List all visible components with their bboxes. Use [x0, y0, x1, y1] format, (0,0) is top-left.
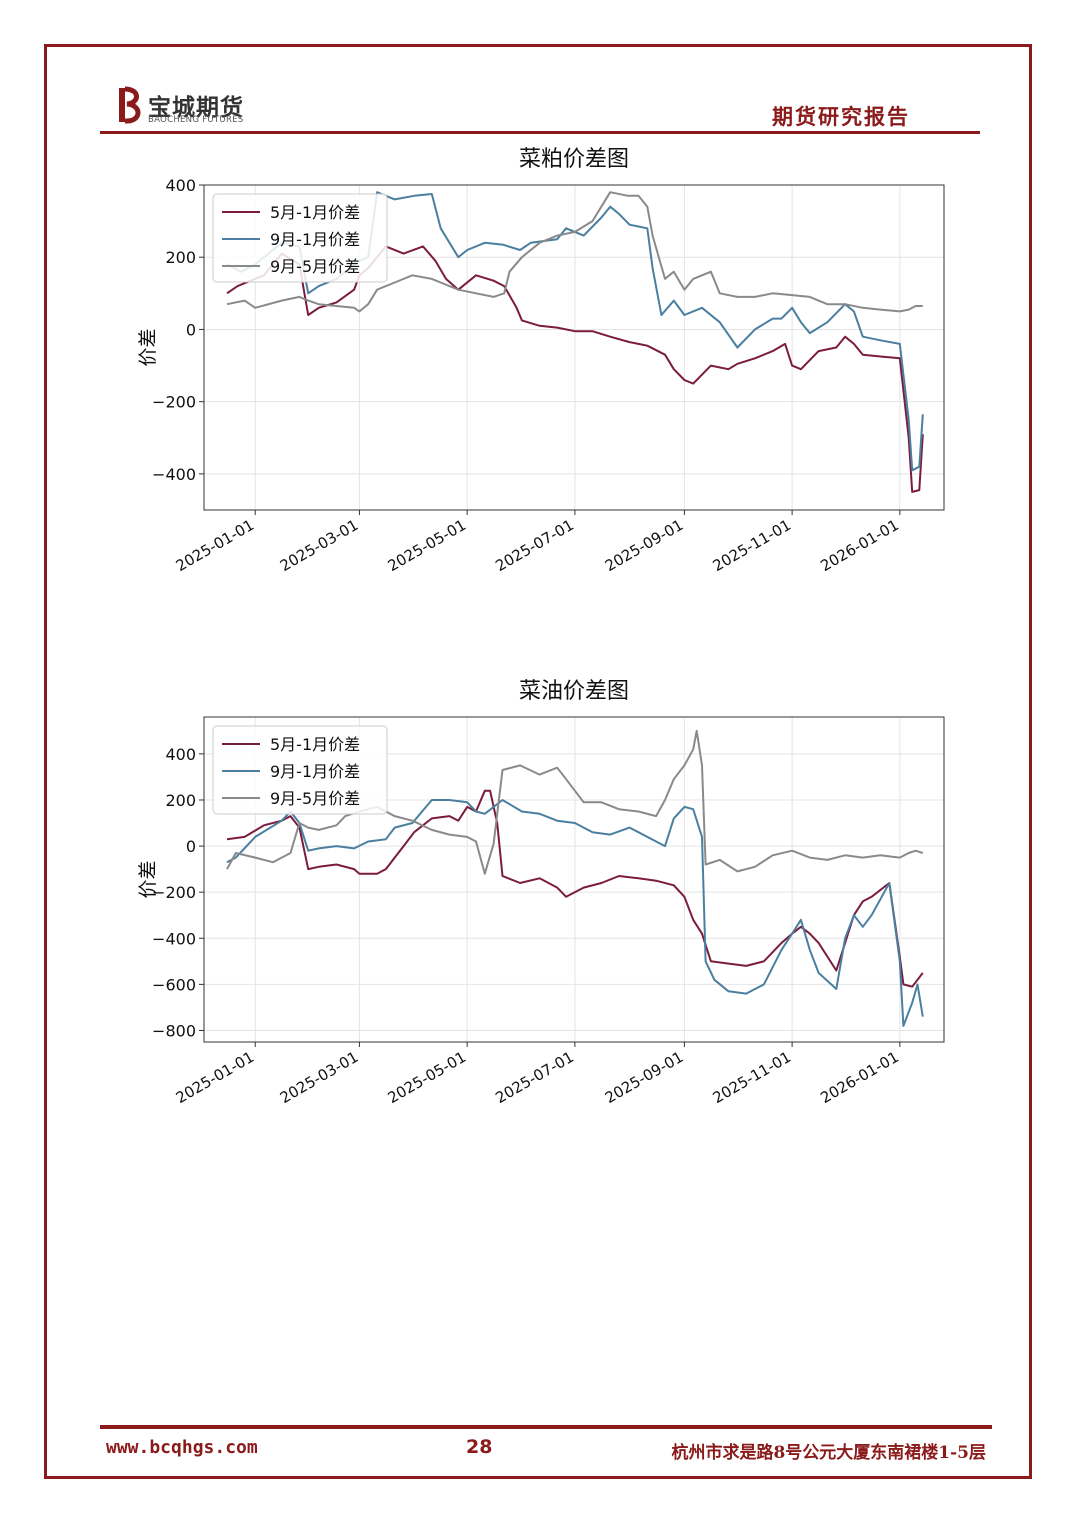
plot-frame — [203, 716, 945, 1043]
company-logo: 宝城期货 BAOCHENG FUTURES — [118, 86, 258, 130]
rapeseed-oil-spread-chart: 菜油价差图 −800 −600 −400 −200 0 200 400 2025-01-01 20… — [137, 679, 945, 1107]
y-tick-label: −800 — [152, 1021, 196, 1040]
legend-label-2: 9月-1月价差 — [270, 230, 360, 249]
chart-title: 菜粕价差图 — [519, 147, 629, 172]
x-tick-label: 2025-07-01 — [492, 1048, 577, 1107]
chart-legend: 5月-1月价差 9月-1月价差 9月-5月价差 — [212, 725, 388, 815]
rapeseed-meal-spread-chart: 菜粕价差图 −400 −200 0 200 400 2025-01-01 2025-03-01… — [137, 147, 945, 575]
footer-website-link[interactable]: www.bcqhgs.com — [106, 1437, 258, 1458]
legend-label-1: 5月-1月价差 — [270, 735, 360, 754]
x-tick-label: 2025-03-01 — [277, 1048, 362, 1107]
logo-text-cn: 宝城期货 — [148, 94, 244, 121]
x-tick-label: 2025-09-01 — [602, 1048, 687, 1107]
y-tick-label: 400 — [165, 745, 196, 764]
y-axis-label: 价差 — [137, 860, 159, 898]
x-tick-label: 2025-01-01 — [173, 516, 258, 575]
footer-divider — [100, 1425, 992, 1429]
legend-box — [212, 725, 388, 815]
x-tick-label: 2025-03-01 — [277, 516, 362, 575]
y-tick-label: −600 — [152, 975, 196, 994]
x-tick-label: 2025-01-01 — [173, 1048, 258, 1107]
baocheng-logo-icon — [119, 86, 141, 124]
y-tick-label: −400 — [152, 465, 196, 484]
legend-label-3: 9月-5月价差 — [270, 257, 360, 276]
chart-title: 菜油价差图 — [519, 679, 629, 704]
legend-label-1: 5月-1月价差 — [270, 203, 360, 222]
y-axis-label: 价差 — [137, 328, 159, 366]
header-divider — [100, 131, 980, 134]
y-tick-label: 200 — [165, 248, 196, 267]
y-tick-label: −200 — [152, 883, 196, 902]
footer-address: 杭州市求是路8号公元大厦东南裙楼1-5层 — [671, 1443, 986, 1463]
x-tick-label: 2026-01-01 — [817, 1048, 902, 1107]
series-line-3 — [226, 729, 924, 875]
series-line-3 — [226, 191, 923, 313]
x-tick-label: 2025-09-01 — [602, 516, 687, 575]
x-tick-label: 2025-05-01 — [385, 516, 470, 575]
plot-frame — [203, 184, 945, 511]
series-line-2 — [226, 799, 924, 1027]
chart-legend: 5月-1月价差 9月-1月价差 9月-5月价差 — [212, 193, 388, 283]
legend-label-2: 9月-1月价差 — [270, 762, 360, 781]
y-tick-label: 200 — [165, 791, 196, 810]
logo-text-en: BAOCHENG FUTURES — [148, 115, 244, 125]
x-tick-label: 2025-05-01 — [385, 1048, 470, 1107]
legend-label-3: 9月-5月价差 — [270, 789, 360, 808]
y-tick-label: 400 — [165, 176, 196, 195]
x-tick-label: 2025-07-01 — [492, 516, 577, 575]
report-title: 期货研究报告 — [772, 104, 910, 129]
x-tick-label: 2025-11-01 — [710, 1048, 795, 1107]
x-tick-label: 2025-11-01 — [710, 516, 795, 575]
y-tick-label: 0 — [186, 320, 196, 339]
y-tick-label: −200 — [152, 393, 196, 412]
y-tick-label: 0 — [186, 837, 196, 856]
series-line-1 — [226, 789, 924, 988]
y-tick-label: −400 — [152, 929, 196, 948]
page-border — [44, 44, 1032, 1479]
page-number: 28 — [466, 1436, 493, 1458]
x-tick-label: 2026-01-01 — [817, 516, 902, 575]
legend-box — [212, 193, 388, 283]
